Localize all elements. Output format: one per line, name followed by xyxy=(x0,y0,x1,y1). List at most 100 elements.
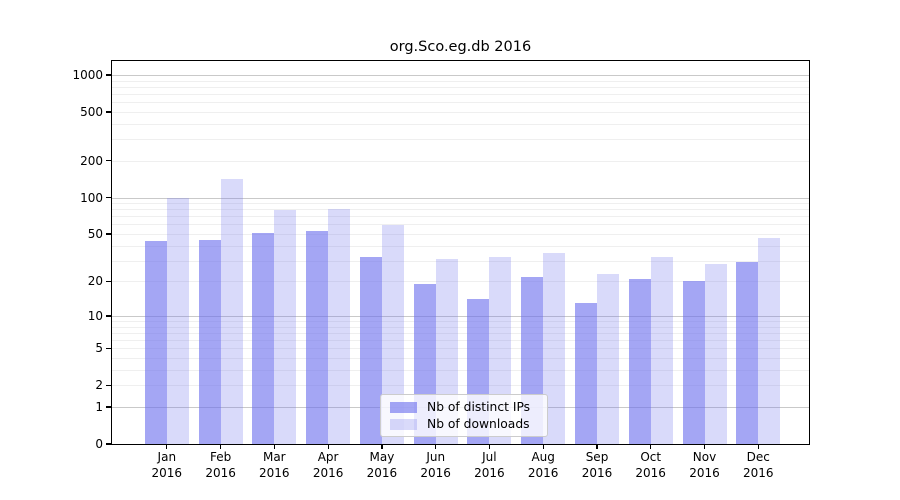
major-gridline xyxy=(112,75,809,76)
y-tick-label: 10 xyxy=(87,308,103,323)
major-gridline xyxy=(112,197,809,199)
minor-gridline xyxy=(112,370,809,371)
y-tick-label: 20 xyxy=(87,274,103,289)
month-label: Jul xyxy=(482,450,497,464)
major-gridline xyxy=(112,315,809,317)
x-tick-label: Nov 2016 xyxy=(675,450,735,481)
minor-gridline xyxy=(112,203,809,205)
bar-distinct-ips xyxy=(736,262,759,444)
minor-gridline xyxy=(112,216,809,218)
x-axis-tick xyxy=(488,444,491,449)
bar-distinct-ips xyxy=(198,239,221,444)
bar-downloads xyxy=(650,257,673,444)
minor-gridline xyxy=(112,224,809,226)
x-tick-label: Aug 2016 xyxy=(513,450,573,481)
minor-gridline xyxy=(112,80,809,82)
minor-gridline xyxy=(112,281,809,283)
year-label: 2016 xyxy=(743,465,774,480)
bar-distinct-ips xyxy=(359,257,382,444)
minor-gridline xyxy=(112,102,809,104)
x-tick-label: Apr 2016 xyxy=(298,450,358,481)
legend-swatch-distinct-ips xyxy=(390,401,417,413)
y-axis-tick xyxy=(106,196,111,199)
x-tick-label: Mar 2016 xyxy=(244,450,304,481)
minor-gridline xyxy=(112,112,809,113)
bar-distinct-ips xyxy=(306,230,329,444)
x-axis-tick xyxy=(327,444,329,449)
month-label: Aug xyxy=(531,450,555,464)
year-label: 2016 xyxy=(151,465,183,480)
month-label: Jun xyxy=(426,450,446,464)
y-axis-tick xyxy=(106,443,111,445)
y-axis-tick xyxy=(106,74,111,76)
x-axis-tick xyxy=(703,444,706,449)
year-label: 2016 xyxy=(420,465,451,480)
month-label: Jan xyxy=(157,450,177,464)
x-tick-label: Jul 2016 xyxy=(459,450,519,481)
bar-downloads xyxy=(274,210,297,444)
x-tick-label: Dec 2016 xyxy=(728,450,788,481)
y-tick-label: 500 xyxy=(80,105,103,119)
legend: Nb of distinct IPs Nb of downloads xyxy=(380,394,548,437)
y-axis-tick xyxy=(106,347,111,349)
month-label: Sep xyxy=(585,450,609,464)
legend-entry-downloads: Nb of downloads xyxy=(390,417,538,431)
x-axis-tick xyxy=(273,444,275,449)
bar-downloads xyxy=(704,264,727,444)
month-label: Apr xyxy=(317,450,339,464)
year-label: 2016 xyxy=(259,465,290,480)
bar-distinct-ips xyxy=(628,278,651,444)
y-axis-tick xyxy=(106,315,111,317)
month-label: Dec xyxy=(746,450,770,464)
bar-downloads xyxy=(597,274,619,444)
minor-gridline xyxy=(112,209,809,211)
year-label: 2016 xyxy=(689,465,720,480)
month-label: Nov xyxy=(692,450,717,464)
bar-downloads xyxy=(220,178,243,444)
bar-downloads xyxy=(381,225,404,444)
y-tick-label: 50 xyxy=(87,227,103,241)
month-label: Feb xyxy=(209,450,232,464)
x-axis-tick xyxy=(381,444,383,449)
month-label: Oct xyxy=(640,450,662,464)
y-axis-tick xyxy=(106,406,111,408)
bar-downloads xyxy=(166,197,189,444)
x-tick-label: Feb 2016 xyxy=(191,450,251,481)
minor-gridline xyxy=(112,245,809,247)
bar-distinct-ips xyxy=(575,303,597,444)
minor-gridline xyxy=(112,86,809,88)
minor-gridline xyxy=(112,160,809,162)
minor-gridline xyxy=(112,123,809,125)
x-tick-label: Sep 2016 xyxy=(567,450,627,481)
month-label: May xyxy=(369,450,395,464)
y-tick-label: 1 xyxy=(95,400,103,414)
year-label: 2016 xyxy=(635,465,666,480)
x-axis-tick xyxy=(166,444,168,449)
x-axis-tick xyxy=(220,444,222,449)
legend-swatch-downloads xyxy=(390,418,417,430)
y-tick-label: 5 xyxy=(95,341,103,356)
year-label: 2016 xyxy=(312,465,344,480)
year-label: 2016 xyxy=(205,465,236,480)
y-axis-tick xyxy=(106,160,111,162)
y-axis-tick xyxy=(106,280,111,283)
minor-gridline xyxy=(112,340,809,342)
bar-downloads xyxy=(758,238,781,444)
minor-gridline xyxy=(112,332,809,334)
year-label: 2016 xyxy=(474,465,505,480)
x-tick-label: Jan 2016 xyxy=(137,450,197,481)
y-axis-tick xyxy=(106,384,111,386)
minor-gridline xyxy=(112,385,809,387)
x-axis-tick xyxy=(757,444,759,449)
x-axis-tick xyxy=(650,444,652,449)
minor-gridline xyxy=(112,94,809,95)
bar-distinct-ips xyxy=(252,233,275,444)
year-label: 2016 xyxy=(366,465,398,480)
minor-gridline xyxy=(112,321,809,322)
minor-gridline xyxy=(112,358,809,359)
minor-gridline xyxy=(112,139,809,141)
year-label: 2016 xyxy=(527,465,559,480)
month-label: Mar xyxy=(262,450,286,464)
x-axis-tick xyxy=(596,444,598,449)
legend-label-downloads: Nb of downloads xyxy=(427,417,530,431)
